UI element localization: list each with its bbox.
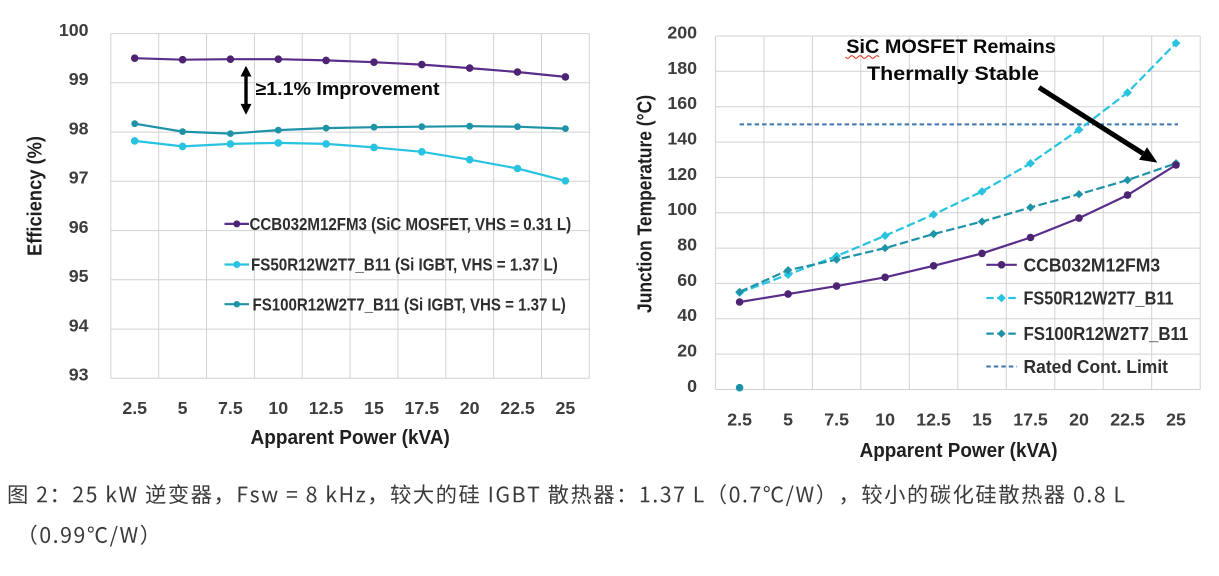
svg-text:25: 25 xyxy=(556,398,576,418)
svg-text:22.5: 22.5 xyxy=(1110,410,1145,430)
svg-text:Efficiency (%): Efficiency (%) xyxy=(25,136,47,256)
svg-text:94: 94 xyxy=(69,316,89,336)
svg-text:SiC MOSFET Remains: SiC MOSFET Remains xyxy=(846,36,1056,58)
svg-text:12.5: 12.5 xyxy=(309,398,344,418)
svg-text:20: 20 xyxy=(677,341,697,361)
svg-text:20: 20 xyxy=(460,398,480,418)
svg-text:7.5: 7.5 xyxy=(824,410,849,430)
svg-text:FS100R12W2T7_B11: FS100R12W2T7_B11 xyxy=(1024,323,1189,344)
svg-text:10: 10 xyxy=(268,398,288,418)
svg-text:80: 80 xyxy=(677,235,697,255)
svg-text:180: 180 xyxy=(667,58,697,78)
svg-text:5: 5 xyxy=(783,410,793,430)
svg-text:140: 140 xyxy=(667,129,697,149)
svg-text:60: 60 xyxy=(677,270,697,290)
svg-text:CCB032M12FM3: CCB032M12FM3 xyxy=(1024,254,1161,275)
svg-text:Apparent Power (kVA): Apparent Power (kVA) xyxy=(860,440,1058,462)
svg-text:99: 99 xyxy=(69,69,89,89)
svg-text:FS50R12W2T7_B11: FS50R12W2T7_B11 xyxy=(1024,288,1174,309)
svg-text:2.5: 2.5 xyxy=(727,410,752,430)
svg-text:40: 40 xyxy=(677,305,697,325)
svg-text:15: 15 xyxy=(364,398,384,418)
svg-text:Junction Temperature (°C): Junction Temperature (°C) xyxy=(635,95,657,313)
svg-text:5: 5 xyxy=(178,398,188,418)
svg-text:Rated Cont. Limit: Rated Cont. Limit xyxy=(1024,356,1169,377)
svg-text:0: 0 xyxy=(687,376,697,396)
svg-text:120: 120 xyxy=(667,164,697,184)
svg-text:Apparent Power (kVA): Apparent Power (kVA) xyxy=(251,427,450,449)
svg-text:95: 95 xyxy=(69,266,89,286)
svg-text:≥1.1% Improvement: ≥1.1% Improvement xyxy=(256,78,440,99)
svg-text:93: 93 xyxy=(69,365,89,385)
svg-text:20: 20 xyxy=(1069,410,1089,430)
svg-text:12.5: 12.5 xyxy=(916,410,951,430)
svg-text:15: 15 xyxy=(972,410,992,430)
svg-text:100: 100 xyxy=(59,20,89,40)
svg-text:17.5: 17.5 xyxy=(404,398,439,418)
svg-text:17.5: 17.5 xyxy=(1013,410,1048,430)
svg-text:98: 98 xyxy=(69,119,89,139)
svg-text:CCB032M12FM3 (SiC MOSFET, VHS: CCB032M12FM3 (SiC MOSFET, VHS = 0.31 L) xyxy=(250,214,572,234)
svg-text:25: 25 xyxy=(1166,410,1186,430)
svg-text:Thermally Stable: Thermally Stable xyxy=(867,63,1039,85)
svg-text:2.5: 2.5 xyxy=(122,398,147,418)
svg-text:22.5: 22.5 xyxy=(500,398,535,418)
svg-text:160: 160 xyxy=(667,93,697,113)
svg-text:FS50R12W2T7_B11 (Si IGBT, VHS: FS50R12W2T7_B11 (Si IGBT, VHS = 1.37 L) xyxy=(251,255,558,275)
svg-text:FS100R12W2T7_B11 (Si IGBT, VHS: FS100R12W2T7_B11 (Si IGBT, VHS = 1.37 L) xyxy=(253,294,566,314)
svg-text:200: 200 xyxy=(667,22,697,42)
svg-text:7.5: 7.5 xyxy=(218,398,243,418)
svg-text:96: 96 xyxy=(69,217,89,237)
svg-text:10: 10 xyxy=(875,410,895,430)
svg-text:97: 97 xyxy=(69,168,89,188)
svg-text:100: 100 xyxy=(667,199,697,219)
